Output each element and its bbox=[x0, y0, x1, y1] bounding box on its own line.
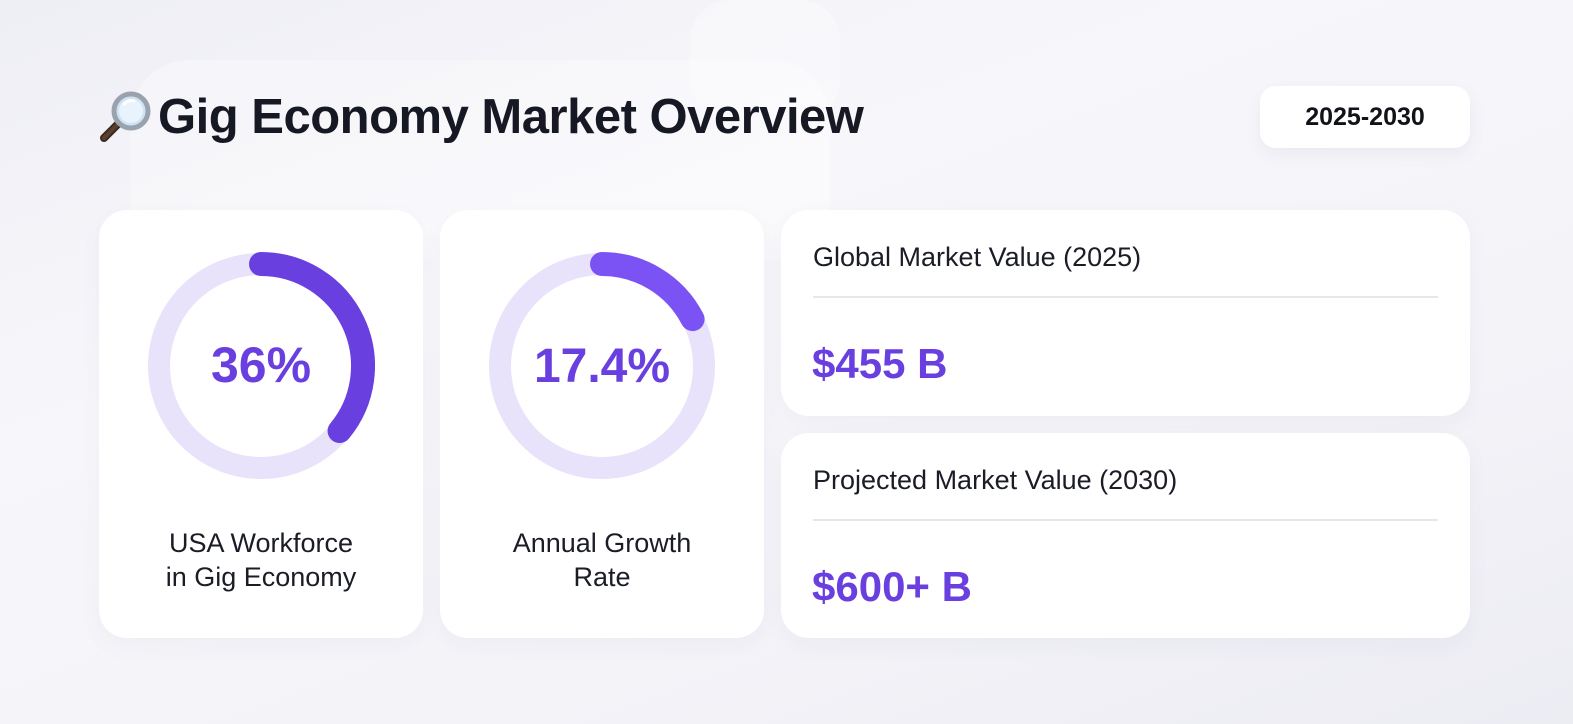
growth-rate-stat-card: 17.4% Annual Growth Rate bbox=[440, 210, 764, 638]
workforce-progress-ring: 36% bbox=[148, 252, 375, 479]
growth-rate-progress-ring: 17.4% bbox=[489, 252, 715, 479]
caption-line: USA Workforce bbox=[168, 528, 354, 558]
market-value-amount: $600+ B bbox=[812, 563, 972, 610]
market-value-amount: $455 B bbox=[812, 340, 948, 387]
workforce-stat-card: 36% USA Workforce in Gig Economy bbox=[99, 210, 423, 638]
growth-rate-percentage: 17.4% bbox=[534, 340, 670, 393]
ring-progress-arc bbox=[249, 252, 375, 444]
workforce-percentage: 36% bbox=[211, 337, 311, 393]
market-value-label: Projected Market Value (2030) bbox=[813, 465, 1178, 495]
page-title: Gig Economy Market Overview bbox=[158, 90, 864, 144]
divider bbox=[813, 296, 1438, 298]
year-range-badge: 2025-2030 bbox=[1260, 86, 1470, 148]
title-group: Gig Economy Market Overview bbox=[98, 89, 864, 145]
growth-rate-caption: Annual Growth Rate bbox=[440, 526, 764, 594]
projected-market-value-card: Projected Market Value (2030) $600+ B bbox=[781, 433, 1470, 638]
workforce-caption: USA Workforce in Gig Economy bbox=[99, 526, 423, 594]
global-market-value-card: Global Market Value (2025) $455 B bbox=[781, 210, 1470, 416]
header: Gig Economy Market Overview 2025-2030 bbox=[98, 86, 1470, 148]
market-value-label: Global Market Value (2025) bbox=[813, 242, 1142, 272]
caption-line: Rate bbox=[573, 562, 631, 592]
caption-line: Annual Growth bbox=[512, 528, 692, 558]
magnifier-icon bbox=[100, 91, 151, 142]
divider bbox=[813, 519, 1438, 521]
ring-progress-arc bbox=[590, 252, 705, 332]
background-decoration bbox=[690, 0, 840, 120]
caption-line: in Gig Economy bbox=[165, 562, 357, 592]
